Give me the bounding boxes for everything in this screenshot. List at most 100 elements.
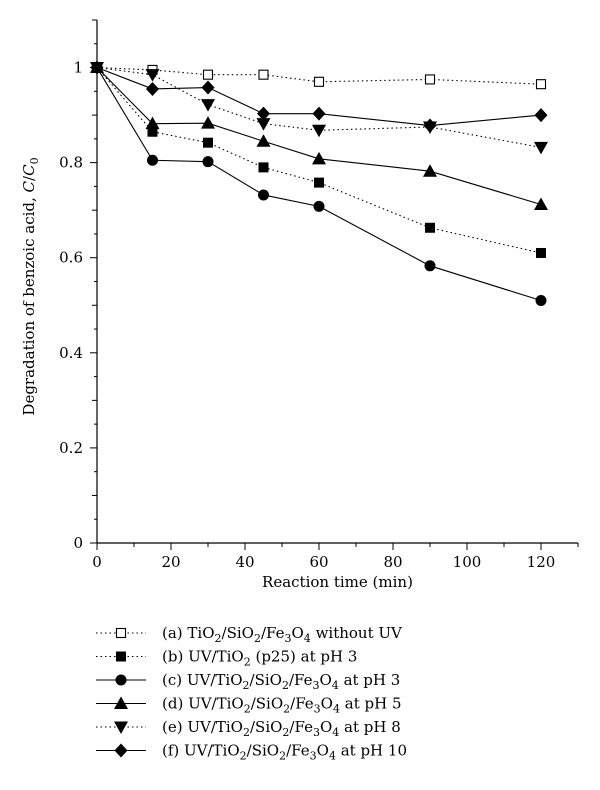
legend-label-part: at pH 3 xyxy=(339,671,401,689)
data-point xyxy=(146,81,159,96)
legend-label: (b) UV/TiO2 (p25) at pH 3 xyxy=(162,648,357,669)
plot-frame xyxy=(96,20,578,544)
y-tick-label: 0.8 xyxy=(59,154,83,172)
legend-marker xyxy=(114,743,128,758)
legend-label-part: 2 xyxy=(240,750,247,763)
y-tick-label: 1 xyxy=(73,59,83,77)
x-axis-title: Reaction time (min) xyxy=(262,573,413,591)
legend-label-part: O xyxy=(321,695,333,713)
data-point xyxy=(258,162,269,173)
legend-marker xyxy=(116,651,126,662)
legend-label-part: 2 xyxy=(283,703,290,716)
legend-label-part: (c) UV/TiO xyxy=(162,671,243,689)
legend-marker xyxy=(115,627,127,639)
y-axis: 0 0.2 0.4 0.6 0.8 1 xyxy=(59,19,97,552)
legend-label-part: 2 xyxy=(282,726,289,739)
legend-label-part: 3 xyxy=(312,679,319,692)
series-layer xyxy=(90,60,548,307)
series-a xyxy=(91,62,547,90)
legend-entry: (d) UV/TiO2/SiO2/Fe3O4 at pH 5 xyxy=(96,695,402,716)
data-point xyxy=(257,106,270,121)
y-axis-title: Degradation of benzoic acid, C/C0 xyxy=(20,157,41,415)
data-point xyxy=(256,118,271,131)
data-point xyxy=(258,69,269,80)
data-point xyxy=(425,222,435,233)
legend-label-part: 2 xyxy=(215,632,222,645)
series-f xyxy=(90,60,548,133)
legend-label: (e) UV/TiO2/SiO2/Fe3O4 at pH 8 xyxy=(162,718,401,739)
legend-entry: (a) TiO2/SiO2/Fe3O4 without UV xyxy=(96,624,403,645)
data-point xyxy=(423,118,437,133)
legend-label-part: 2 xyxy=(254,632,261,645)
legend-label-part: 4 xyxy=(332,679,339,692)
legend-label-part: (a) TiO xyxy=(162,624,215,642)
legend-label: (c) UV/TiO2/SiO2/Fe3O4 at pH 3 xyxy=(162,671,400,692)
legend-entry: (e) UV/TiO2/SiO2/Fe3O4 at pH 8 xyxy=(96,718,401,739)
legend-label-part: /Fe xyxy=(261,624,285,642)
legend-label-part: O xyxy=(320,718,332,736)
legend-label-part: (e) UV/TiO xyxy=(162,718,243,736)
data-point xyxy=(314,177,324,188)
legend-entry: (c) UV/TiO2/SiO2/Fe3O4 at pH 3 xyxy=(96,671,400,692)
data-point xyxy=(201,80,215,95)
x-tick-label: 60 xyxy=(309,553,328,571)
legend-label-part: 2 xyxy=(244,703,251,716)
legend-label-part: 2 xyxy=(243,726,250,739)
legend-label-part: 3 xyxy=(310,750,317,763)
legend-label-part: at pH 8 xyxy=(339,718,401,736)
legend-label-part: O xyxy=(317,742,329,760)
data-point xyxy=(535,79,547,90)
x-tick-label: 20 xyxy=(161,553,180,571)
y-axis-title-part: C xyxy=(20,164,38,176)
legend-label-part: /Fe xyxy=(286,742,310,760)
legend-marker xyxy=(114,696,128,709)
data-point xyxy=(312,124,326,138)
legend-label-part: (d) UV/TiO xyxy=(162,695,244,713)
x-tick-label: 40 xyxy=(235,553,254,571)
legend-marker xyxy=(115,674,127,686)
legend-label-part: /Fe xyxy=(289,671,313,689)
legend-label-part: 4 xyxy=(329,750,336,763)
y-axis-title-part: Degradation of benzoic acid, xyxy=(20,192,38,415)
data-point xyxy=(312,106,326,121)
y-tick-label: 0.4 xyxy=(59,344,83,362)
legend-label-part: at pH 5 xyxy=(340,695,402,713)
legend-label-part: /Fe xyxy=(290,695,314,713)
legend-label-part: /SiO xyxy=(222,624,254,642)
data-point xyxy=(312,151,326,165)
legend-label-part: without UV xyxy=(311,624,403,642)
legend-label-part: O xyxy=(319,671,331,689)
legend-label-part: (p25) at pH 3 xyxy=(251,648,358,666)
x-axis: 0 20 40 60 80 100 120 xyxy=(92,543,579,571)
legend-label-part: /SiO xyxy=(247,742,279,760)
x-tick-label: 0 xyxy=(92,553,102,571)
data-point xyxy=(147,154,158,166)
legend: (a) TiO2/SiO2/Fe3O4 without UV(b) UV/TiO… xyxy=(96,624,407,763)
y-tick-label: 0.2 xyxy=(59,439,83,457)
legend-label-part: 3 xyxy=(314,703,321,716)
x-tick-label: 80 xyxy=(383,553,402,571)
data-point xyxy=(202,69,214,80)
legend-label-part: 4 xyxy=(332,726,339,739)
data-point xyxy=(203,137,213,148)
data-point xyxy=(534,197,548,210)
legend-label-part: 3 xyxy=(313,726,320,739)
data-point xyxy=(256,134,271,147)
y-axis-title-part: / xyxy=(20,175,38,181)
y-tick-label: 0 xyxy=(73,534,83,552)
data-point xyxy=(424,74,436,85)
data-point xyxy=(147,126,158,137)
legend-label-part: at pH 10 xyxy=(336,742,407,760)
legend-label-part: 2 xyxy=(244,656,251,669)
data-point xyxy=(423,164,437,177)
x-tick-label: 120 xyxy=(527,553,556,571)
legend-entry: (f) UV/TiO2/SiO2/Fe3O4 at pH 10 xyxy=(96,742,407,763)
y-tick-label: 0.6 xyxy=(59,249,83,267)
data-point xyxy=(145,69,160,82)
legend-entry: (b) UV/TiO2 (p25) at pH 3 xyxy=(96,648,357,669)
legend-label-part: 2 xyxy=(279,750,286,763)
data-point xyxy=(202,156,214,168)
legend-label: (a) TiO2/SiO2/Fe3O4 without UV xyxy=(162,624,403,645)
